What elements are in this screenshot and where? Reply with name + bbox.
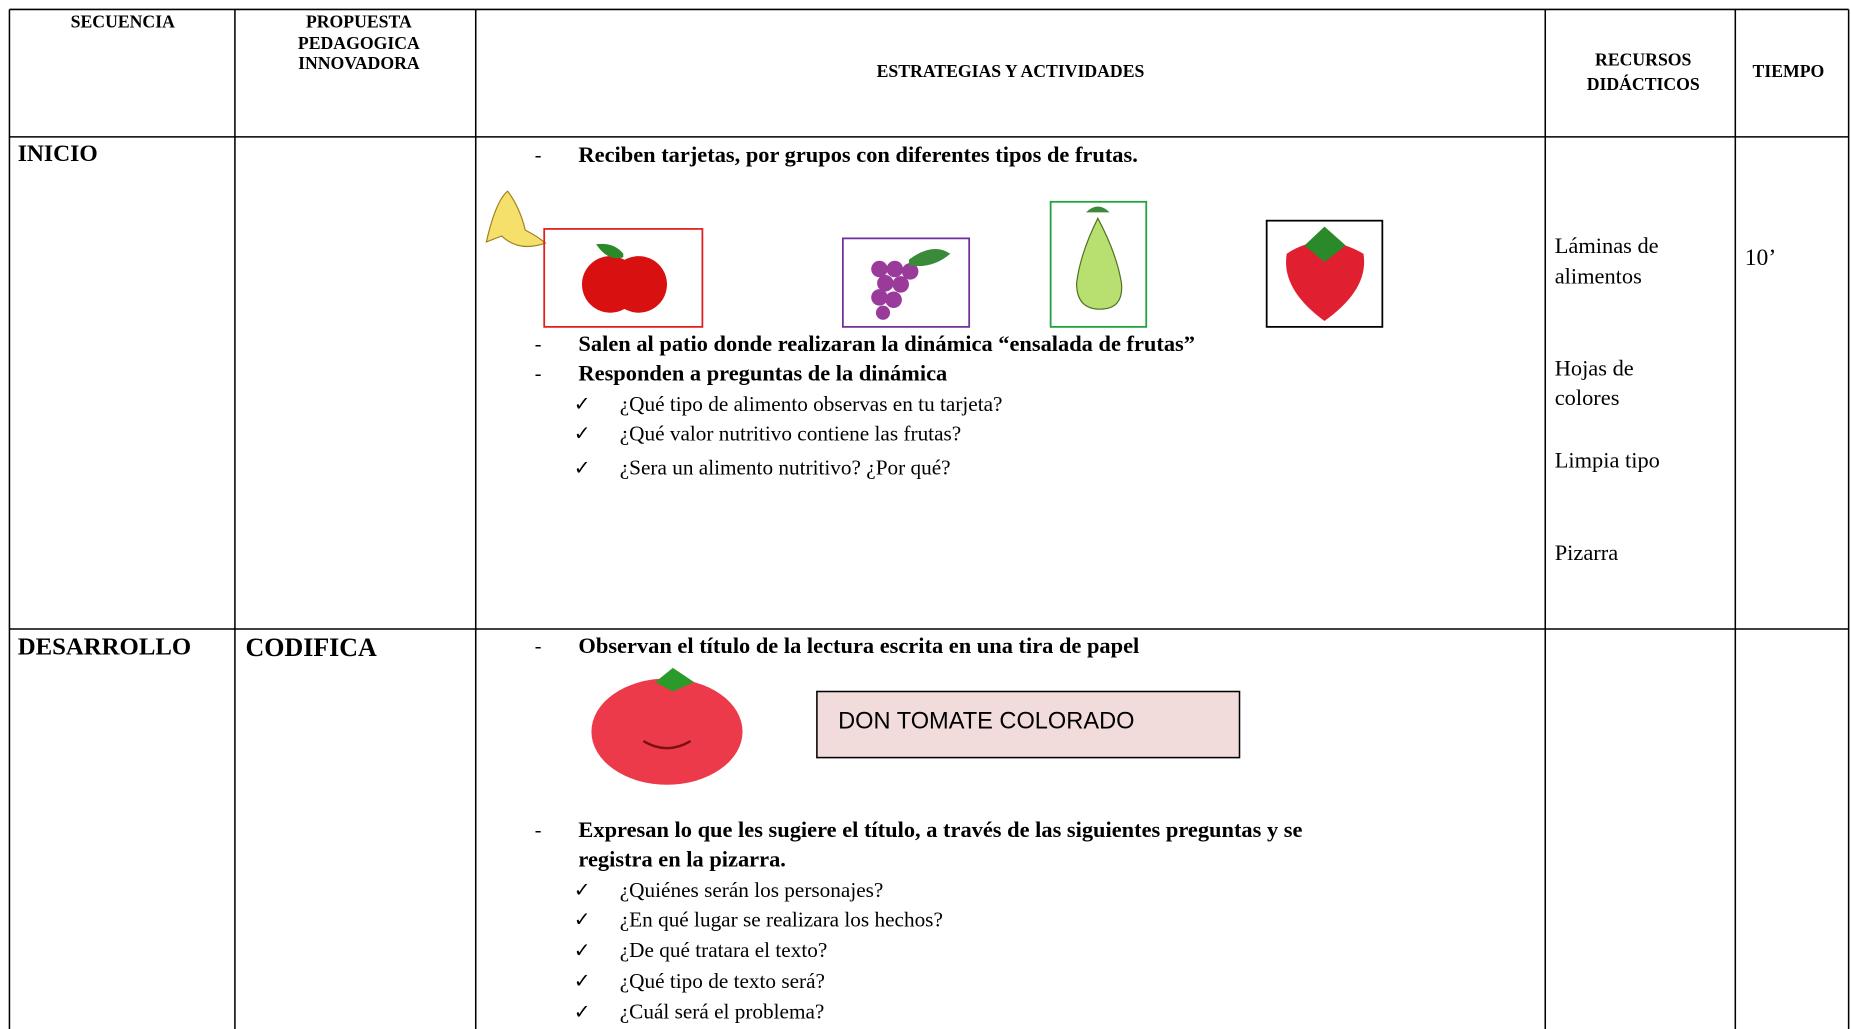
bullet-dash: -	[535, 363, 542, 385]
question: ¿Sera un alimento nutritivo? ¿Por qué?	[620, 456, 951, 480]
recurso: Limpia tipo	[1555, 448, 1660, 473]
check: ✓	[574, 909, 591, 931]
table-grid	[8, 8, 1850, 1029]
check: ✓	[574, 423, 591, 445]
header-cell: PROPUESTA	[306, 12, 412, 32]
header-cell: TIEMPO	[1753, 61, 1825, 81]
check: ✓	[574, 1001, 591, 1023]
tiempo: 10’	[1745, 245, 1776, 271]
header-cell: RECURSOS	[1595, 49, 1692, 69]
question: ¿De qué tratara el texto?	[620, 938, 828, 962]
question: ¿Qué tipo de alimento observas en tu tar…	[620, 392, 1003, 416]
question: ¿Qué tipo de texto será?	[620, 969, 825, 993]
header-cell: ESTRATEGIAS Y ACTIVIDADES	[877, 61, 1145, 81]
bullet-dash: -	[535, 145, 542, 167]
question: ¿Qué valor nutritivo contiene las frutas…	[620, 421, 961, 445]
recurso: Hojas de	[1555, 356, 1634, 381]
check: ✓	[574, 971, 591, 993]
activity-text: registra en la pizarra.	[578, 847, 785, 872]
check: ✓	[574, 880, 591, 902]
header-cell: DIDÁCTICOS	[1587, 74, 1700, 94]
question: ¿Quiénes serán los personajes?	[620, 878, 884, 902]
check: ✓	[574, 394, 591, 416]
title-strip: DON TOMATE COLORADO	[838, 708, 1134, 734]
bullet-dash: -	[535, 333, 542, 355]
bullet-dash: -	[535, 635, 542, 657]
activity-text: Observan el título de la lectura escrita…	[578, 633, 1139, 658]
activity-text: Expresan lo que les sugiere el título, a…	[578, 817, 1302, 842]
fruit-images	[485, 190, 1384, 785]
recurso: alimentos	[1555, 264, 1642, 289]
question: ¿En qué lugar se realizara los hechos?	[620, 907, 943, 931]
activity-text: Salen al patio donde realizaran la dinám…	[578, 331, 1195, 356]
recurso: Láminas de	[1555, 233, 1659, 258]
secuencia: INICIO	[18, 141, 98, 167]
check: ✓	[574, 457, 591, 479]
propuesta: CODIFICA	[246, 633, 377, 662]
header-cell: PEDAGOGICA	[298, 33, 420, 53]
activity-text: Responden a preguntas de la dinámica	[578, 360, 947, 385]
recurso: Pizarra	[1555, 540, 1619, 565]
header-cell: INNOVADORA	[298, 53, 420, 73]
recurso: colores	[1555, 385, 1620, 410]
question: ¿Cuál será el problema?	[620, 1000, 825, 1024]
header-cell: SECUENCIA	[71, 12, 175, 32]
bullet-dash: -	[535, 820, 542, 842]
check: ✓	[574, 940, 591, 962]
secuencia: DESARROLLO	[18, 634, 191, 661]
activity-text: Reciben tarjetas, por grupos con diferen…	[578, 142, 1137, 167]
